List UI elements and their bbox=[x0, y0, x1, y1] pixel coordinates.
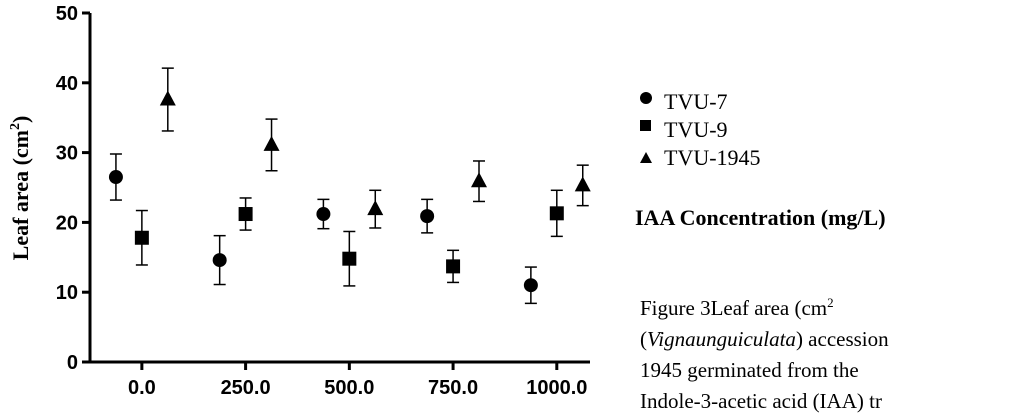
series-tvu-9 bbox=[134, 189, 564, 287]
square-marker-icon bbox=[640, 120, 651, 131]
data-point bbox=[342, 251, 357, 266]
legend-label: TVU-7 bbox=[664, 89, 728, 114]
data-point bbox=[471, 172, 488, 188]
x-tick-label: 250.0 bbox=[221, 377, 271, 399]
data-point bbox=[523, 278, 538, 293]
legend-item-tvu9: TVU-9 bbox=[638, 116, 761, 144]
y-tick-label: 30 bbox=[56, 143, 78, 165]
caption-line: Indole-3-acetic acid (IAA) tr bbox=[640, 389, 882, 413]
data-point bbox=[420, 209, 435, 224]
data-point bbox=[446, 259, 461, 274]
x-tick-label: 750.0 bbox=[428, 377, 478, 399]
caption-line: Figure 3Leaf area (cm2 bbox=[640, 295, 834, 320]
data-point bbox=[159, 90, 176, 106]
y-tick-label: 0 bbox=[67, 352, 78, 374]
data-point bbox=[367, 200, 384, 216]
x-axis-title: IAA Concentration (mg/L) bbox=[635, 205, 886, 230]
legend-item-tvu7: TVU-7 bbox=[638, 88, 761, 116]
legend-label: TVU-1945 bbox=[664, 145, 761, 170]
x-tick-label: 500.0 bbox=[324, 377, 374, 399]
data-point bbox=[134, 230, 149, 245]
data-point bbox=[212, 253, 227, 268]
figure-caption: Figure 3Leaf area (cm2 (Vignaunguiculata… bbox=[640, 287, 1034, 413]
x-axis: 0.0 250.0 500.0 750.0 1000.0 bbox=[90, 360, 590, 399]
legend-item-tvu1945: TVU-1945 bbox=[638, 144, 761, 172]
y-tick-label: 50 bbox=[56, 3, 78, 25]
circle-marker-icon bbox=[640, 92, 652, 104]
y-tick-label: 10 bbox=[56, 282, 78, 304]
legend-label: TVU-9 bbox=[664, 117, 728, 142]
series-tvu-7 bbox=[108, 153, 538, 305]
data-point bbox=[316, 207, 331, 222]
series-tvu-1945 bbox=[159, 67, 591, 229]
data-point bbox=[108, 170, 123, 185]
y-tick-label: 20 bbox=[56, 212, 78, 234]
y-axis-title: Leaf area (cm2) bbox=[8, 116, 33, 261]
caption-line: (Vignaunguiculata) accession bbox=[640, 327, 889, 351]
y-tick-label: 40 bbox=[56, 73, 78, 95]
data-point bbox=[574, 176, 591, 192]
y-axis: 0 10 20 30 40 50 bbox=[56, 3, 92, 374]
leaf-area-chart: 0 10 20 30 40 50 0.0 250.0 500.0 750.0 1000.0 Lea… bbox=[8, 3, 591, 399]
x-tick-label: 1000.0 bbox=[526, 377, 587, 399]
y-axis-title-close: ) bbox=[8, 116, 33, 123]
caption-superscript: 2 bbox=[827, 295, 834, 310]
data-point bbox=[263, 135, 280, 151]
legend: TVU-7 TVU-9 TVU-1945 bbox=[638, 88, 761, 172]
caption-line: 1945 germinated from the bbox=[640, 358, 859, 382]
caption-species-name: Vignaunguiculata bbox=[647, 327, 796, 351]
x-tick-label: 0.0 bbox=[128, 377, 156, 399]
y-axis-title-superscript: 2 bbox=[8, 123, 23, 130]
triangle-marker-icon bbox=[640, 152, 652, 163]
data-point bbox=[549, 206, 564, 221]
data-marks bbox=[108, 67, 591, 305]
data-point bbox=[238, 207, 253, 222]
